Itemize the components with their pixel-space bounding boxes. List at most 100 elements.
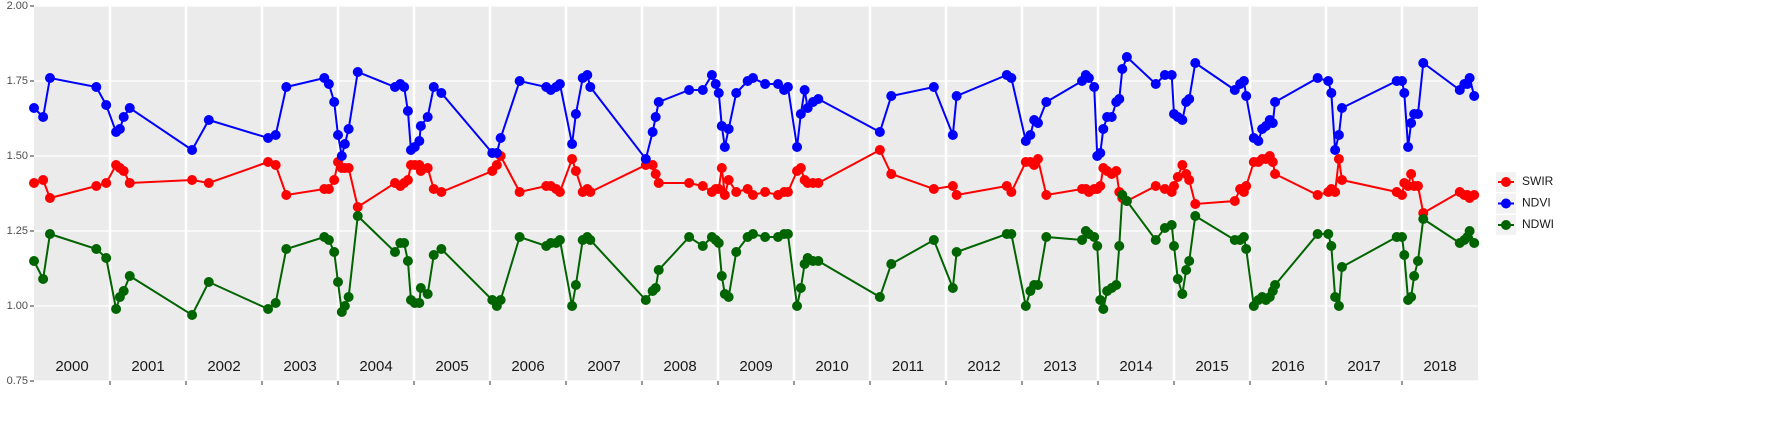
data-point bbox=[1412, 109, 1423, 119]
data-point bbox=[1020, 301, 1031, 311]
data-point bbox=[1006, 187, 1017, 197]
year-label: 2003 bbox=[283, 358, 316, 375]
data-point bbox=[874, 292, 885, 302]
data-point bbox=[491, 148, 502, 158]
data-point bbox=[570, 280, 581, 290]
data-point bbox=[1184, 175, 1195, 185]
data-point bbox=[187, 175, 198, 185]
data-point bbox=[782, 82, 793, 92]
data-point bbox=[1114, 241, 1125, 251]
data-point bbox=[1083, 73, 1094, 83]
data-point bbox=[1238, 76, 1249, 86]
year-label: 2017 bbox=[1347, 358, 1380, 375]
data-point bbox=[343, 292, 354, 302]
data-point bbox=[813, 256, 824, 266]
data-point bbox=[390, 247, 400, 257]
data-point bbox=[270, 298, 281, 308]
data-point bbox=[281, 82, 292, 92]
year-label: 2015 bbox=[1195, 358, 1228, 375]
data-point bbox=[263, 304, 274, 314]
data-point bbox=[1041, 232, 1052, 242]
data-point bbox=[947, 283, 958, 293]
data-point bbox=[1032, 118, 1043, 128]
data-point bbox=[118, 166, 129, 176]
data-point bbox=[1333, 130, 1344, 140]
data-point bbox=[343, 163, 354, 173]
data-point bbox=[1409, 271, 1420, 281]
year-label: 2013 bbox=[1043, 358, 1076, 375]
data-point bbox=[792, 142, 803, 152]
data-point bbox=[947, 181, 958, 191]
data-point bbox=[428, 82, 439, 92]
year-label: 2004 bbox=[359, 358, 392, 375]
data-point bbox=[650, 169, 661, 179]
data-point bbox=[402, 256, 413, 266]
data-point bbox=[813, 94, 824, 104]
data-point bbox=[747, 190, 758, 200]
data-point bbox=[514, 187, 525, 197]
data-point bbox=[491, 160, 502, 170]
data-point bbox=[886, 259, 897, 269]
data-point bbox=[795, 109, 806, 119]
data-point bbox=[653, 97, 664, 107]
data-point bbox=[1253, 136, 1264, 146]
data-point bbox=[716, 271, 727, 281]
legend-marker bbox=[1501, 198, 1511, 209]
data-point bbox=[1241, 181, 1252, 191]
data-point bbox=[1177, 289, 1188, 299]
data-point bbox=[1172, 274, 1183, 284]
data-point bbox=[352, 211, 363, 221]
data-point bbox=[813, 178, 824, 188]
data-point bbox=[339, 139, 350, 149]
data-point bbox=[1238, 232, 1249, 242]
data-point bbox=[124, 103, 135, 113]
data-point bbox=[1399, 88, 1410, 98]
year-label: 2010 bbox=[815, 358, 848, 375]
data-point bbox=[647, 127, 658, 137]
data-point bbox=[1190, 211, 1201, 221]
data-point bbox=[1397, 190, 1407, 200]
data-point bbox=[1111, 280, 1122, 290]
data-point bbox=[874, 145, 885, 155]
data-point bbox=[886, 91, 897, 101]
data-point bbox=[114, 124, 125, 134]
data-point bbox=[1006, 229, 1017, 239]
data-point bbox=[1326, 88, 1337, 98]
data-point bbox=[684, 178, 695, 188]
data-point bbox=[111, 304, 122, 314]
data-point bbox=[281, 244, 292, 254]
data-point bbox=[886, 169, 897, 179]
data-point bbox=[1177, 160, 1188, 170]
data-point bbox=[343, 124, 354, 134]
data-point bbox=[323, 235, 334, 245]
data-point bbox=[585, 187, 596, 197]
data-point bbox=[760, 187, 771, 197]
data-point bbox=[187, 145, 198, 155]
legend-label: NDWI bbox=[1522, 217, 1554, 231]
data-point bbox=[1336, 175, 1347, 185]
data-point bbox=[1270, 280, 1281, 290]
data-point bbox=[1330, 187, 1341, 197]
year-label: 2018 bbox=[1423, 358, 1456, 375]
data-point bbox=[91, 181, 102, 191]
y-tick-label: 1.25 bbox=[7, 225, 28, 237]
data-point bbox=[1270, 169, 1281, 179]
data-point bbox=[1150, 235, 1161, 245]
data-point bbox=[399, 238, 410, 248]
data-point bbox=[1469, 238, 1480, 248]
data-point bbox=[554, 235, 565, 245]
data-point bbox=[585, 82, 596, 92]
year-label: 2014 bbox=[1119, 358, 1152, 375]
data-point bbox=[1159, 70, 1170, 80]
data-point bbox=[436, 244, 447, 254]
data-point bbox=[747, 229, 758, 239]
data-point bbox=[1323, 229, 1334, 239]
data-point bbox=[329, 247, 340, 257]
data-point bbox=[1464, 226, 1475, 236]
data-point bbox=[1095, 181, 1106, 191]
data-point bbox=[1399, 250, 1410, 260]
data-point bbox=[1106, 112, 1117, 122]
data-point bbox=[799, 85, 810, 95]
data-point bbox=[1469, 91, 1480, 101]
data-point bbox=[422, 289, 433, 299]
